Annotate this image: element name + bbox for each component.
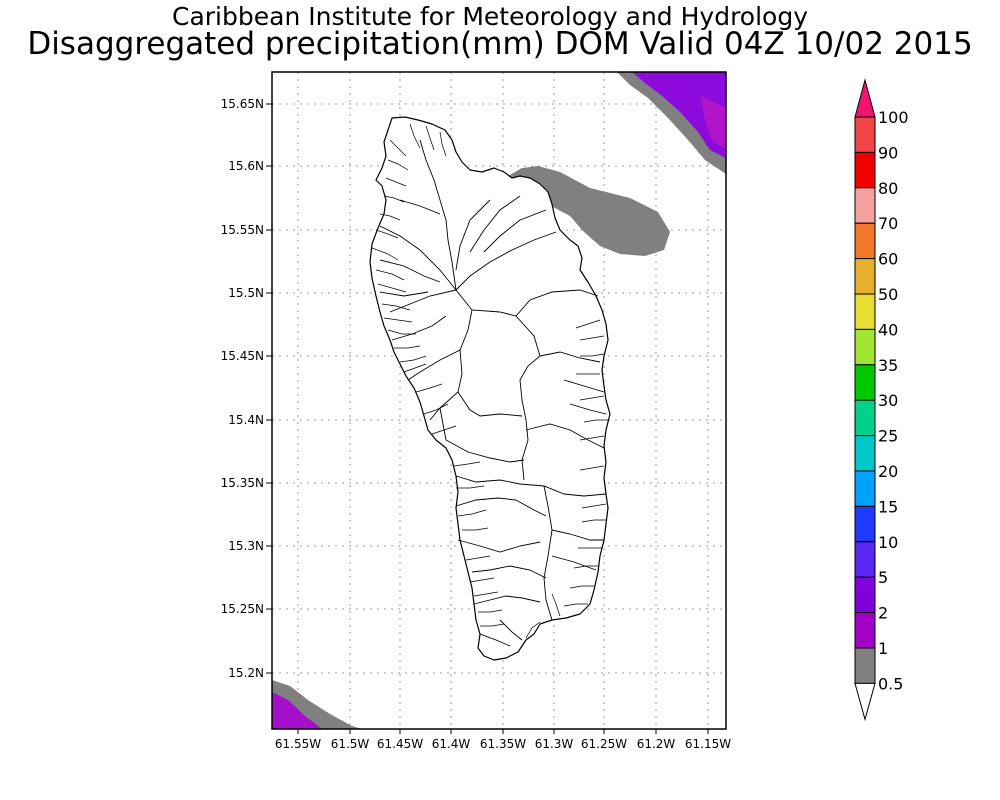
colorbar-label: 2 <box>878 604 888 623</box>
colorbar-label: 15 <box>878 497 898 516</box>
colorbar-swatch <box>854 328 876 366</box>
lon-tick-label: 61.35W <box>480 737 526 751</box>
colorbar-swatch <box>854 222 876 260</box>
colorbar-swatch <box>854 293 876 330</box>
colorbar-swatch <box>854 576 876 614</box>
lat-tick-label: 15.35N <box>221 476 264 490</box>
precipitation-shading <box>272 72 726 729</box>
precip-band-purple-sw <box>272 692 322 729</box>
colorbar-swatch <box>854 258 876 295</box>
colorbar-swatch <box>854 541 876 578</box>
precip-band-purple-ne <box>632 72 726 158</box>
lat-tick-label: 15.3N <box>228 539 264 553</box>
colorbar-swatch <box>854 435 876 472</box>
lon-tick-label: 61.25W <box>581 737 627 751</box>
colorbar-swatch <box>854 470 876 507</box>
watershed-boundaries <box>379 139 607 647</box>
colorbar-label: 25 <box>878 427 898 446</box>
colorbar-top-arrow <box>854 78 876 118</box>
colorbar-label: 90 <box>878 143 898 162</box>
colorbar-label: 40 <box>878 320 898 339</box>
chart-title-line2: Disaggregated precipitation(mm) DOM Vali… <box>27 26 973 62</box>
lon-tick-label: 61.15W <box>685 737 731 751</box>
latitude-tick-labels: 15.65N 15.6N 15.55N 15.5N 15.45N 15.4N 15.35N 1… <box>221 97 272 680</box>
chart-title-line1: Caribbean Institute for Meteorology and … <box>172 2 808 31</box>
colorbar: 100 90 80 70 60 50 40 35 30 25 20 15 10 5 2 1 0.5 <box>854 78 909 722</box>
colorbar-label: 10 <box>878 533 898 552</box>
colorbar-label: 100 <box>878 108 909 127</box>
colorbar-label: 5 <box>878 568 888 587</box>
lat-tick-label: 15.65N <box>221 97 264 111</box>
lon-tick-label: 61.45W <box>377 737 423 751</box>
lat-tick-label: 15.4N <box>228 413 264 427</box>
colorbar-swatch <box>854 151 876 189</box>
lat-tick-label: 15.55N <box>221 223 264 237</box>
colorbar-label: 0.5 <box>878 674 903 693</box>
plot-frame <box>271 71 727 730</box>
colorbar-label: 50 <box>878 285 898 304</box>
colorbar-swatch <box>854 612 876 649</box>
precip-band-magenta-ne <box>700 95 726 150</box>
lat-tick-label: 15.6N <box>228 159 264 173</box>
colorbar-label: 80 <box>878 179 898 198</box>
lat-tick-label: 15.5N <box>228 286 264 300</box>
colorbar-bottom-arrow <box>854 682 876 722</box>
colorbar-label: 35 <box>878 356 898 375</box>
lat-tick-label: 15.45N <box>221 349 264 363</box>
longitude-tick-labels: 61.55W 61.5W 61.45W 61.4W 61.35W 61.3W 61.25W 6… <box>275 729 731 751</box>
colorbar-label: 70 <box>878 214 898 233</box>
colorbar-swatch <box>854 399 876 437</box>
colorbar-swatch <box>854 505 876 543</box>
colorbar-label: 30 <box>878 391 898 410</box>
colorbar-swatch <box>854 647 876 684</box>
colorbar-swatch <box>854 364 876 401</box>
island-outline <box>369 116 611 661</box>
lon-tick-label: 61.5W <box>331 737 370 751</box>
colorbar-label: 1 <box>878 639 888 658</box>
coastal-rivers <box>371 123 608 639</box>
colorbar-label: 60 <box>878 250 898 269</box>
lon-tick-label: 61.4W <box>432 737 471 751</box>
precip-band-gray-north <box>508 166 670 256</box>
lon-tick-label: 61.55W <box>275 737 321 751</box>
lon-tick-label: 61.2W <box>637 737 676 751</box>
lon-tick-label: 61.3W <box>535 737 574 751</box>
lat-tick-label: 15.25N <box>221 602 264 616</box>
colorbar-swatch <box>854 187 876 224</box>
lat-tick-label: 15.2N <box>228 666 264 680</box>
colorbar-swatch <box>854 116 876 153</box>
colorbar-label: 20 <box>878 462 898 481</box>
